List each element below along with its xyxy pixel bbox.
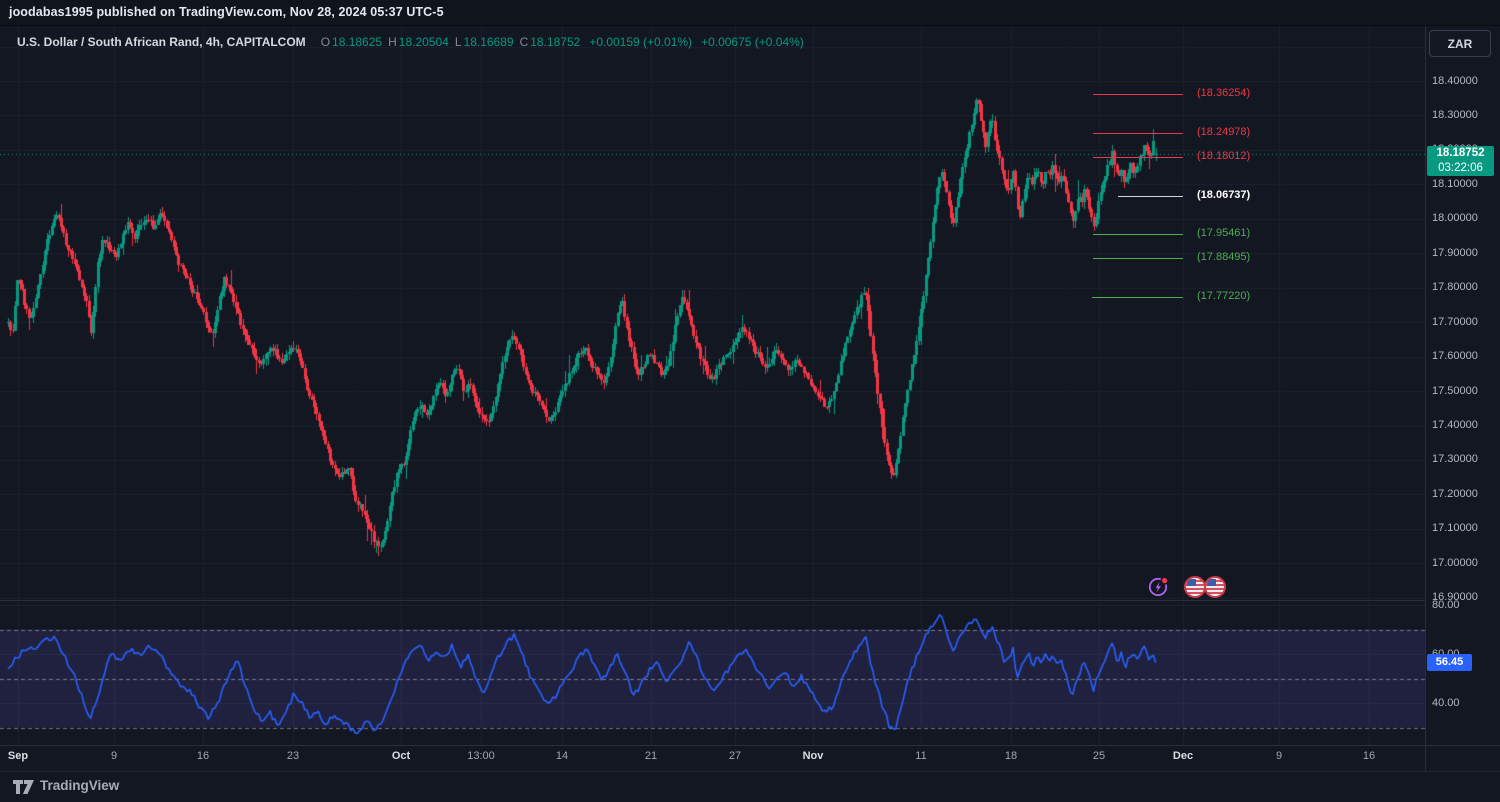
rsi-axis-label: 80.00 <box>1432 598 1460 611</box>
current-price-badge: 18.18752 03:22:06 <box>1427 146 1494 177</box>
time-axis-label: 21 <box>644 750 658 762</box>
low-label: L <box>454 35 462 49</box>
bar-countdown: 03:22:06 <box>1438 162 1483 175</box>
price-axis-label: 17.40000 <box>1432 419 1478 431</box>
change-absolute-percent: +0.00159 (+0.01%) <box>589 35 693 49</box>
change-secondary: +0.00675 (+0.04%) <box>701 35 804 49</box>
chart-event-icons <box>1147 575 1226 599</box>
time-axis-label: 9 <box>110 750 118 762</box>
price-axis-label: 18.30000 <box>1432 108 1478 121</box>
time-axis-label: 27 <box>728 750 742 762</box>
price-axis-label: 17.20000 <box>1432 487 1478 500</box>
us-flag-event-icon[interactable] <box>1184 576 1206 598</box>
price-axis-label: 17.70000 <box>1432 315 1478 328</box>
publish-bar: joodabas1995 published on TradingView.co… <box>0 0 1500 26</box>
price-scale-border <box>1425 26 1426 771</box>
time-axis-label: 9 <box>1275 750 1283 762</box>
price-axis-label: 18.40000 <box>1432 74 1478 87</box>
symbol-title[interactable]: U.S. Dollar / South African Rand, 4h, CA… <box>17 35 306 49</box>
price-axis-label: 17.80000 <box>1432 281 1478 294</box>
time-axis-label: 25 <box>1092 750 1106 762</box>
time-axis-label: Nov <box>802 750 824 762</box>
time-axis-label: 13:00 <box>467 750 495 762</box>
pane-separator[interactable] <box>0 600 1425 601</box>
price-level-line[interactable] <box>1118 195 1183 197</box>
publish-info: joodabas1995 published on TradingView.co… <box>9 5 444 19</box>
time-axis-label: 16 <box>196 750 210 762</box>
price-level-line[interactable] <box>1093 93 1183 95</box>
price-axis-label: 17.00000 <box>1432 556 1478 569</box>
price-axis-label: 17.50000 <box>1432 384 1478 397</box>
flash-ideas-icon[interactable] <box>1147 575 1171 599</box>
tradingview-wordmark[interactable]: TradingView <box>40 778 120 793</box>
low-value: 18.16689 <box>463 35 514 49</box>
current-price-value: 18.18752 <box>1436 147 1485 160</box>
price-level-line[interactable] <box>1092 297 1183 299</box>
tradingview-logo-icon[interactable] <box>12 779 35 800</box>
price-level-line[interactable] <box>1093 258 1183 260</box>
time-axis-label: 16 <box>1362 750 1376 762</box>
price-axis-label: 18.10000 <box>1432 177 1478 190</box>
price-axis-label: 17.30000 <box>1432 453 1478 466</box>
price-level-line[interactable] <box>1093 132 1183 134</box>
price-level-line[interactable] <box>1093 234 1183 236</box>
rsi-axis-label: 40.00 <box>1432 696 1460 709</box>
high-value: 18.20504 <box>398 35 449 49</box>
rsi-value-badge: 56.45 <box>1427 654 1472 672</box>
close-label: C <box>519 35 529 49</box>
high-label: H <box>388 35 397 49</box>
symbol-legend[interactable]: U.S. Dollar / South African Rand, 4h, CA… <box>17 35 804 49</box>
price-level-label: (18.18012) <box>1197 149 1251 162</box>
open-value: 18.18625 <box>332 35 383 49</box>
flag-canton <box>1187 579 1196 586</box>
price-level-label: (18.06737) <box>1197 188 1251 201</box>
time-axis-label: 11 <box>915 750 927 762</box>
close-value: 18.18752 <box>530 35 581 49</box>
price-level-label: (17.88495) <box>1197 251 1251 264</box>
currency-button[interactable]: ZAR <box>1429 30 1491 57</box>
price-axis-label: 17.10000 <box>1432 522 1478 535</box>
flag-canton <box>1207 579 1216 586</box>
footer-bar: TradingView <box>0 771 1500 802</box>
price-axis-label: 17.90000 <box>1432 246 1478 259</box>
price-axis-label: 17.60000 <box>1432 350 1478 363</box>
price-level-label: (18.24978) <box>1197 125 1251 138</box>
open-label: O <box>320 35 331 49</box>
price-level-label: (17.95461) <box>1197 227 1251 240</box>
price-level-label: (18.36254) <box>1197 86 1251 99</box>
time-axis-label: 14 <box>555 750 569 762</box>
time-axis-label: Oct <box>391 750 411 762</box>
price-level-label: (17.77220) <box>1197 290 1251 303</box>
price-level-line[interactable] <box>1093 156 1183 158</box>
time-axis-label: 23 <box>286 750 300 762</box>
time-axis-label: Dec <box>1172 750 1194 762</box>
price-axis-label: 18.00000 <box>1432 212 1478 225</box>
us-flag-event-icon[interactable] <box>1204 576 1226 598</box>
time-axis-label: Sep <box>7 750 29 762</box>
price-axis-label: 16.90000 <box>1432 591 1478 604</box>
time-scale-border <box>0 745 1500 746</box>
time-axis-label: 18 <box>1004 750 1018 762</box>
